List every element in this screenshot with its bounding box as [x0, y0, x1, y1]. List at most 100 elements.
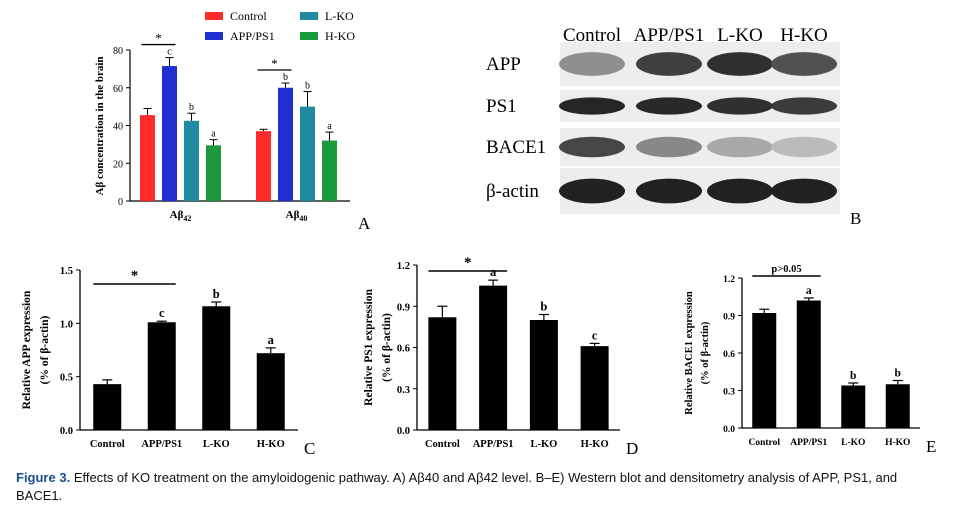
panel-c-ytick-label: 1.5 — [60, 266, 73, 277]
panel-a-bar — [278, 87, 293, 201]
panel-b-band — [707, 97, 773, 115]
panel-a-bar — [256, 131, 271, 201]
panel-a-bar — [140, 115, 155, 201]
panel-b-band — [771, 136, 837, 158]
panel-c-category-label: L-KO — [203, 439, 230, 450]
panel-a-sig-letter: c — [167, 47, 172, 58]
panel-b-western-blot: B Control APP/PS1 L-KO H-KO APP PS1 BACE1 β-act… — [486, 25, 861, 228]
panel-a-legend-label: Control — [230, 9, 267, 23]
panel-d-category-label: Control — [425, 439, 460, 450]
panel-c-chart: C 0.0 0.5 1.0 1.5 Relative APP expression (% … — [21, 266, 315, 458]
panel-b-lane-label: H-KO — [780, 25, 828, 46]
panel-b-row-label: BACE1 — [486, 137, 546, 158]
panel-a-sig-letter: a — [211, 129, 216, 140]
panel-d-ylabel: Relative PS1 expression — [363, 289, 375, 406]
panel-a-legend-swatch — [205, 12, 223, 20]
panel-a-bar — [300, 106, 315, 201]
panel-b-band — [559, 136, 625, 158]
panel-a-ylabel: Aβ concentration in the brain — [94, 56, 106, 195]
panel-e-sig-letter: b — [850, 370, 856, 382]
panel-e-letter: E — [926, 437, 936, 456]
panel-d-bar — [479, 285, 508, 430]
panel-d-bar — [529, 320, 558, 430]
panel-b-band — [771, 178, 837, 204]
panel-e-bar — [885, 384, 910, 428]
panel-d-ytick-label: 0.0 — [397, 426, 410, 437]
panel-e-chart: E 0.0 0.3 0.6 0.9 1.2 Relative BACE1 expressi… — [684, 264, 936, 456]
panel-b-band — [559, 52, 625, 76]
panel-b-row-label: β-actin — [486, 181, 539, 202]
panel-c-category-label: APP/PS1 — [141, 439, 182, 450]
panel-a-bar — [206, 145, 221, 201]
panel-b-lane-label: APP/PS1 — [634, 25, 705, 46]
panel-d-bar — [580, 346, 609, 430]
panel-c-bar — [93, 384, 122, 430]
panel-a-ytick-label: 80 — [113, 46, 123, 57]
panel-d-sig-letter: a — [490, 265, 497, 279]
panel-a-sig-letter: b — [189, 102, 194, 113]
panel-a-sig-letter: b — [283, 72, 288, 83]
panel-e-bar — [796, 300, 821, 428]
panel-b-band — [771, 52, 837, 76]
panel-e-ytick-label: 0.3 — [723, 388, 735, 398]
panel-b-lane-label: L-KO — [717, 25, 762, 46]
panel-a-group-label: Aβ40 — [286, 209, 308, 223]
panel-e-sig-marker: p>0.05 — [771, 264, 801, 275]
panel-b-band — [636, 178, 702, 204]
panel-e-ylabel-unit: (% of β-actin) — [700, 321, 711, 384]
panel-c-ytick-label: 0.0 — [60, 426, 73, 437]
panel-b-lane-label: Control — [563, 25, 621, 46]
panel-b-row-label: APP — [486, 54, 521, 75]
panel-c-ylabel-unit: (% of β-actin) — [39, 316, 51, 385]
panel-d-sig-letter: c — [592, 328, 598, 342]
panel-a-ytick-label: 20 — [113, 159, 123, 170]
panel-b-letter: B — [850, 209, 861, 228]
panel-b-band — [771, 97, 837, 115]
panel-e-ytick-label: 1.2 — [723, 275, 735, 285]
panel-a-ytick-label: 60 — [113, 84, 123, 95]
panel-e-ytick-label: 0.9 — [723, 313, 735, 323]
panel-b-band — [707, 178, 773, 204]
panel-a-legend: Control APP/PS1 L-KO H-KO — [205, 9, 355, 43]
panel-e-ytick-label: 0.0 — [723, 425, 735, 435]
panel-a-letter: A — [358, 214, 371, 233]
panel-d-ytick-label: 1.2 — [397, 261, 410, 272]
panel-e-category-label: L-KO — [841, 438, 865, 448]
panel-c-letter: C — [304, 439, 315, 458]
panel-b-band — [636, 52, 702, 76]
panel-c-category-label: H-KO — [257, 439, 285, 450]
panel-a-legend-swatch — [205, 32, 223, 40]
panel-a-sig-star: * — [155, 31, 162, 46]
panel-c-sig-letter: b — [213, 287, 220, 301]
panel-b-band — [707, 52, 773, 76]
panel-a-legend-label: H-KO — [325, 29, 355, 43]
panel-b-band — [707, 136, 773, 158]
panel-a-bar — [162, 66, 177, 201]
panel-a-chart: Aβ concentration in the brain A Control A… — [94, 9, 371, 233]
panel-d-category-label: APP/PS1 — [473, 439, 514, 450]
panel-b-band — [559, 178, 625, 204]
caption-text: Effects of KO treatment on the amyloidog… — [16, 470, 898, 503]
panel-e-category-label: Control — [749, 438, 781, 448]
panel-c-bar — [202, 306, 231, 430]
panel-a-ytick-label: 0 — [118, 197, 123, 208]
panel-e-sig-letter: b — [895, 368, 901, 380]
panel-a-legend-label: L-KO — [325, 9, 354, 23]
panel-e-category-label: APP/PS1 — [790, 438, 827, 448]
panel-a-group-label-subscript: 42 — [183, 214, 191, 223]
panel-e-bar — [752, 313, 777, 428]
panel-a-group-label-subscript: 40 — [299, 214, 307, 223]
panel-c-sig-letter: a — [268, 333, 275, 347]
panel-d-bar — [428, 317, 457, 430]
panel-e-ylabel: Relative BACE1 expression — [684, 291, 695, 415]
panel-d-sig-marker: * — [464, 255, 472, 271]
caption-figure-number: Figure 3. — [16, 470, 71, 485]
panel-a-bar — [184, 120, 199, 201]
panel-b-band — [636, 97, 702, 115]
panel-a-group-label: Aβ42 — [170, 209, 192, 223]
panel-e-category-label: H-KO — [885, 438, 910, 448]
panel-c-category-label: Control — [90, 439, 125, 450]
figure-caption: Figure 3. Effects of KO treatment on the… — [16, 469, 941, 505]
panel-a-legend-swatch — [300, 12, 318, 20]
panel-c-ytick-label: 0.5 — [60, 373, 73, 384]
